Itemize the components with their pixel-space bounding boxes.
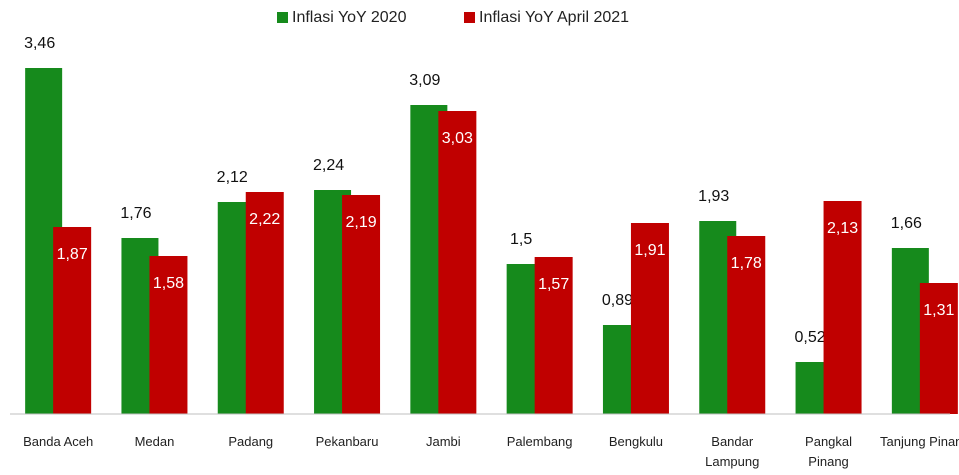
x-tick-label: Jambi xyxy=(426,434,461,449)
value-label: 1,87 xyxy=(57,246,88,263)
bar xyxy=(149,256,188,414)
bar xyxy=(727,236,766,414)
bar xyxy=(53,227,92,414)
value-label: 2,24 xyxy=(313,157,344,174)
value-label: 1,57 xyxy=(538,276,569,293)
value-label: 0,89 xyxy=(602,292,633,309)
value-label: 1,76 xyxy=(120,205,151,222)
bar xyxy=(823,201,862,414)
x-tick-label: Tanjung Pinang xyxy=(880,434,959,449)
bar xyxy=(342,195,381,414)
value-label: 2,13 xyxy=(827,220,858,237)
value-label: 3,46 xyxy=(24,35,55,52)
x-tick-label: Bandar Lampung xyxy=(705,434,760,469)
value-label: 1,58 xyxy=(153,275,184,292)
value-label: 3,09 xyxy=(409,72,440,89)
x-tick-label: Pangkal Pinang xyxy=(805,434,853,469)
x-tick-label: Padang xyxy=(228,434,274,449)
x-tick-label: Bengkulu xyxy=(608,434,664,449)
value-label: 1,93 xyxy=(698,188,729,205)
legend-label: Inflasi YoY 2020 xyxy=(292,9,407,26)
bar xyxy=(630,223,669,414)
x-tick-label: Palembang xyxy=(506,434,573,449)
value-label: 1,31 xyxy=(923,302,954,319)
x-tick-label: Banda Aceh xyxy=(23,434,94,449)
value-label: 2,12 xyxy=(217,169,248,186)
legend-swatch xyxy=(464,12,475,23)
bar xyxy=(438,111,477,414)
value-label: 1,91 xyxy=(634,242,665,259)
value-label: 1,66 xyxy=(891,215,922,232)
value-label: 3,03 xyxy=(442,130,473,147)
bar xyxy=(919,283,958,414)
bar xyxy=(534,257,573,414)
value-label: 0,52 xyxy=(794,329,825,346)
x-tick-label: Medan xyxy=(134,434,175,449)
legend-swatch xyxy=(277,12,288,23)
bar xyxy=(245,192,284,414)
value-label: 1,5 xyxy=(510,231,532,248)
value-label: 2,22 xyxy=(249,211,280,228)
legend-label: Inflasi YoY April 2021 xyxy=(479,9,629,26)
value-label: 2,19 xyxy=(345,214,376,231)
x-tick-label: Pekanbaru xyxy=(315,434,379,449)
value-label: 1,78 xyxy=(731,255,762,272)
